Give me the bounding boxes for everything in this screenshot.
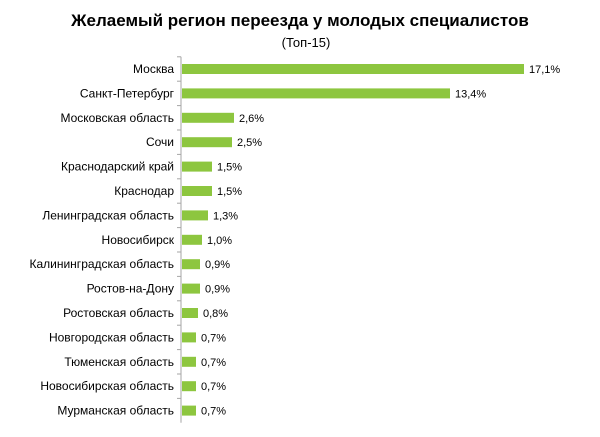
chart-subtitle: (Топ-15) xyxy=(281,35,331,50)
category-label: Калининградская область xyxy=(29,257,174,271)
bar xyxy=(182,259,200,270)
bar xyxy=(182,283,200,294)
data-label: 1,0% xyxy=(207,235,232,247)
category-label: Тюменская область xyxy=(64,355,174,369)
data-label: 0,9% xyxy=(205,259,230,271)
category-label: Краснодарский край xyxy=(61,160,174,174)
data-label: 0,8% xyxy=(203,308,228,320)
bar xyxy=(182,88,450,99)
bar xyxy=(182,210,208,221)
category-label: Новгородская область xyxy=(49,330,174,344)
category-label: Ростов-на-Дону xyxy=(87,282,174,296)
bar xyxy=(182,308,198,318)
category-label: Новосибирская область xyxy=(40,379,174,393)
data-label: 0,9% xyxy=(205,284,230,296)
category-label: Краснодар xyxy=(114,184,174,198)
data-label: 2,6% xyxy=(239,113,264,125)
bar xyxy=(182,161,212,172)
data-label: 1,5% xyxy=(217,186,242,198)
plot-area: Москва 17,1% Санкт-Петербург 13,4% Московска… xyxy=(29,56,560,423)
bar xyxy=(182,112,234,123)
bar xyxy=(182,64,524,74)
data-label: 2,5% xyxy=(237,137,262,149)
category-label: Сочи xyxy=(146,135,174,149)
category-label: Новосибирск xyxy=(102,233,175,247)
bar xyxy=(182,356,196,367)
category-label: Ленинградская область xyxy=(42,208,174,222)
bar xyxy=(182,381,196,392)
category-label: Санкт-Петербург xyxy=(80,86,175,100)
category-label: Ростовская область xyxy=(63,306,174,320)
bar xyxy=(182,234,202,245)
category-label: Москва xyxy=(133,62,174,76)
data-label: 0,7% xyxy=(201,381,226,393)
data-label: 0,7% xyxy=(201,406,226,418)
bar xyxy=(182,137,232,148)
data-label: 1,5% xyxy=(217,162,242,174)
bar xyxy=(182,405,196,416)
data-label: 17,1% xyxy=(529,64,560,76)
data-label: 13,4% xyxy=(455,88,486,100)
bar xyxy=(182,332,196,343)
category-label: Мурманская область xyxy=(57,404,174,418)
category-label: Московская область xyxy=(60,111,174,125)
data-label: 0,7% xyxy=(201,332,226,344)
data-label: 0,7% xyxy=(201,357,226,369)
chart-title: Желаемый регион переезда у молодых специ… xyxy=(71,11,529,30)
bar xyxy=(182,186,212,196)
data-label: 1,3% xyxy=(213,210,238,222)
